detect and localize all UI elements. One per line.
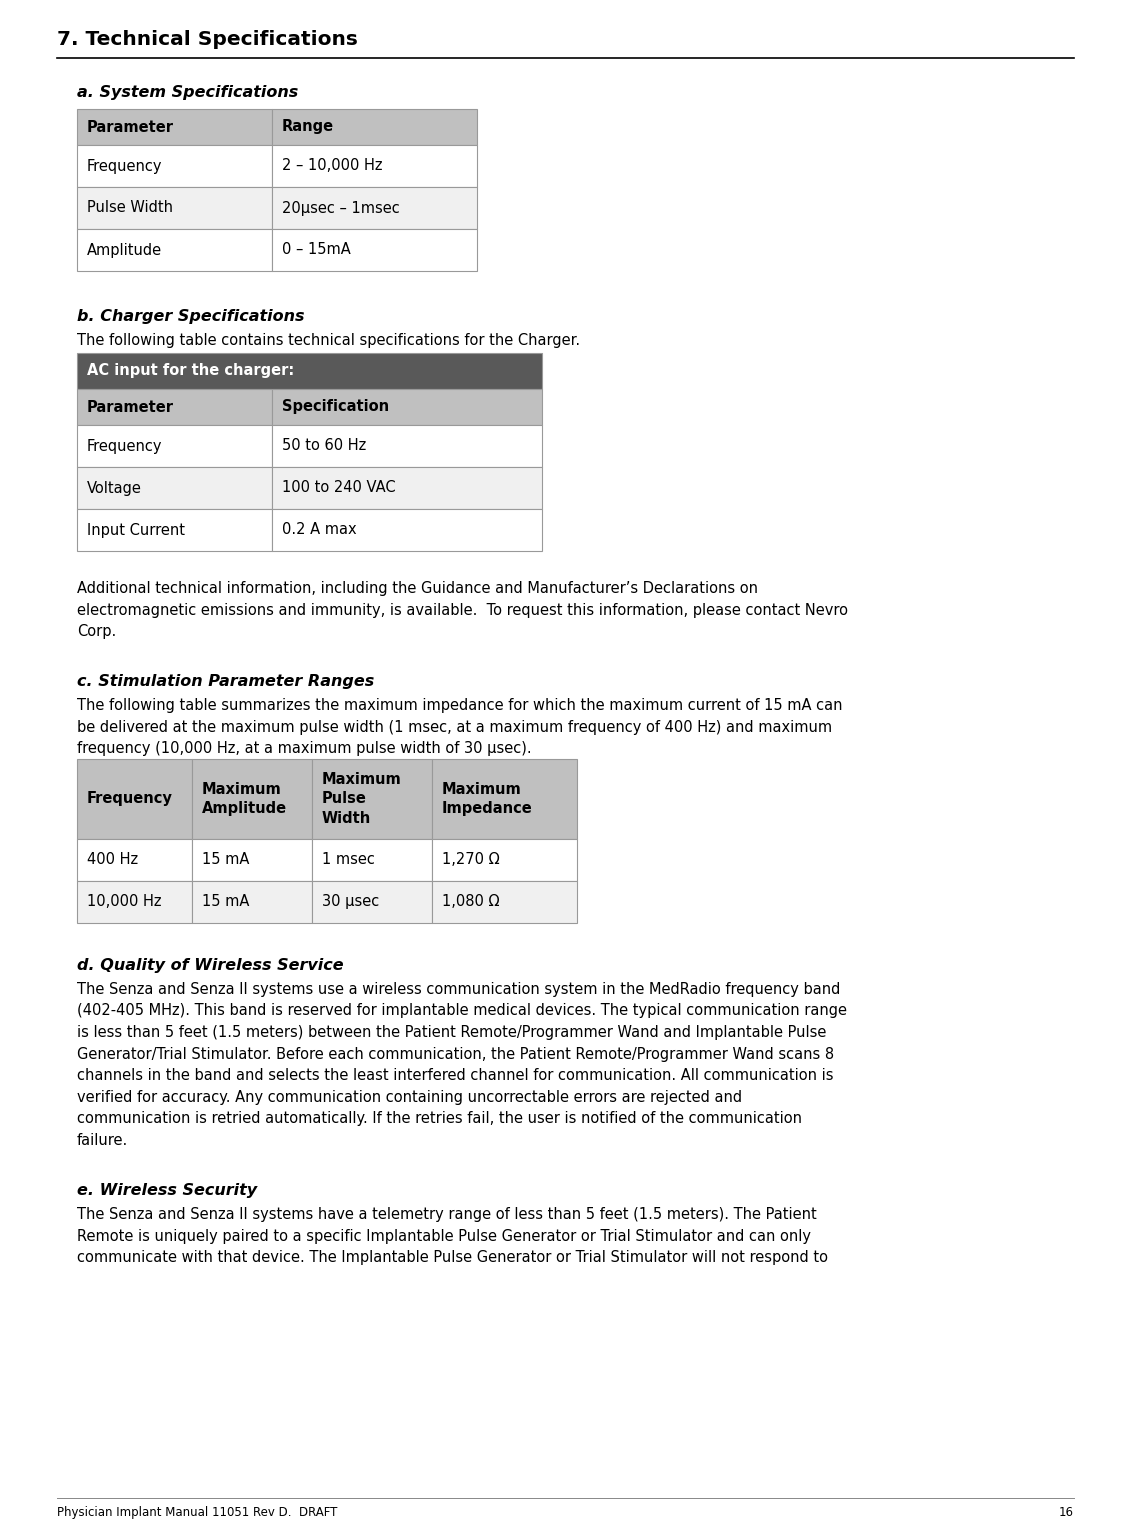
FancyBboxPatch shape — [77, 881, 192, 922]
FancyBboxPatch shape — [271, 186, 477, 229]
FancyBboxPatch shape — [77, 839, 192, 881]
FancyBboxPatch shape — [77, 145, 271, 186]
Text: d. Quality of Wireless Service: d. Quality of Wireless Service — [77, 958, 344, 973]
Text: c. Stimulation Parameter Ranges: c. Stimulation Parameter Ranges — [77, 675, 374, 688]
Text: 1,270 Ω: 1,270 Ω — [442, 852, 500, 867]
Text: 100 to 240 VAC: 100 to 240 VAC — [282, 480, 396, 496]
Text: 7. Technical Specifications: 7. Technical Specifications — [57, 29, 357, 49]
Text: Maximum
Amplitude: Maximum Amplitude — [202, 782, 287, 816]
FancyBboxPatch shape — [312, 759, 432, 839]
Text: 400 Hz: 400 Hz — [87, 852, 138, 867]
FancyBboxPatch shape — [77, 510, 271, 551]
FancyBboxPatch shape — [432, 881, 577, 922]
FancyBboxPatch shape — [271, 425, 542, 467]
Text: The Senza and Senza II systems use a wireless communication system in the MedRad: The Senza and Senza II systems use a wir… — [77, 983, 847, 1149]
Text: b. Charger Specifications: b. Charger Specifications — [77, 310, 304, 323]
FancyBboxPatch shape — [192, 759, 312, 839]
Text: 20μsec – 1msec: 20μsec – 1msec — [282, 200, 399, 216]
FancyBboxPatch shape — [312, 839, 432, 881]
FancyBboxPatch shape — [271, 510, 542, 551]
Text: The following table contains technical specifications for the Charger.: The following table contains technical s… — [77, 333, 580, 348]
Text: Physician Implant Manual 11051 Rev D.  DRAFT: Physician Implant Manual 11051 Rev D. DR… — [57, 1506, 337, 1518]
Text: Amplitude: Amplitude — [87, 242, 162, 257]
FancyBboxPatch shape — [192, 881, 312, 922]
Text: 50 to 60 Hz: 50 to 60 Hz — [282, 439, 366, 453]
Text: Additional technical information, including the Guidance and Manufacturer’s Decl: Additional technical information, includ… — [77, 581, 848, 639]
Text: Voltage: Voltage — [87, 480, 141, 496]
Text: The following table summarizes the maximum impedance for which the maximum curre: The following table summarizes the maxim… — [77, 698, 843, 756]
Text: a. System Specifications: a. System Specifications — [77, 85, 299, 100]
Text: 2 – 10,000 Hz: 2 – 10,000 Hz — [282, 159, 382, 174]
FancyBboxPatch shape — [77, 109, 271, 145]
FancyBboxPatch shape — [77, 759, 192, 839]
Text: Frequency: Frequency — [87, 792, 173, 807]
FancyBboxPatch shape — [77, 390, 271, 425]
FancyBboxPatch shape — [312, 881, 432, 922]
FancyBboxPatch shape — [77, 353, 542, 390]
FancyBboxPatch shape — [271, 229, 477, 271]
Text: 0.2 A max: 0.2 A max — [282, 522, 356, 537]
Text: AC input for the charger:: AC input for the charger: — [87, 363, 294, 379]
FancyBboxPatch shape — [271, 390, 542, 425]
FancyBboxPatch shape — [432, 759, 577, 839]
FancyBboxPatch shape — [77, 467, 271, 510]
Text: Specification: Specification — [282, 399, 389, 414]
Text: 1 msec: 1 msec — [322, 852, 374, 867]
Text: Frequency: Frequency — [87, 159, 163, 174]
FancyBboxPatch shape — [271, 109, 477, 145]
FancyBboxPatch shape — [77, 425, 271, 467]
Text: The Senza and Senza II systems have a telemetry range of less than 5 feet (1.5 m: The Senza and Senza II systems have a te… — [77, 1207, 828, 1266]
Text: 0 – 15mA: 0 – 15mA — [282, 242, 351, 257]
Text: Parameter: Parameter — [87, 120, 174, 134]
FancyBboxPatch shape — [271, 145, 477, 186]
Text: 15 mA: 15 mA — [202, 895, 249, 910]
Text: 1,080 Ω: 1,080 Ω — [442, 895, 500, 910]
FancyBboxPatch shape — [77, 229, 271, 271]
FancyBboxPatch shape — [77, 186, 271, 229]
Text: Pulse Width: Pulse Width — [87, 200, 173, 216]
Text: 10,000 Hz: 10,000 Hz — [87, 895, 162, 910]
Text: Input Current: Input Current — [87, 522, 185, 537]
Text: 16: 16 — [1059, 1506, 1074, 1518]
Text: Frequency: Frequency — [87, 439, 163, 453]
Text: Parameter: Parameter — [87, 399, 174, 414]
Text: e. Wireless Security: e. Wireless Security — [77, 1183, 257, 1198]
Text: Range: Range — [282, 120, 334, 134]
FancyBboxPatch shape — [432, 839, 577, 881]
Text: Maximum
Impedance: Maximum Impedance — [442, 782, 533, 816]
Text: Maximum
Pulse
Width: Maximum Pulse Width — [322, 772, 402, 825]
Text: 30 μsec: 30 μsec — [322, 895, 379, 910]
Text: 15 mA: 15 mA — [202, 852, 249, 867]
FancyBboxPatch shape — [192, 839, 312, 881]
FancyBboxPatch shape — [271, 467, 542, 510]
